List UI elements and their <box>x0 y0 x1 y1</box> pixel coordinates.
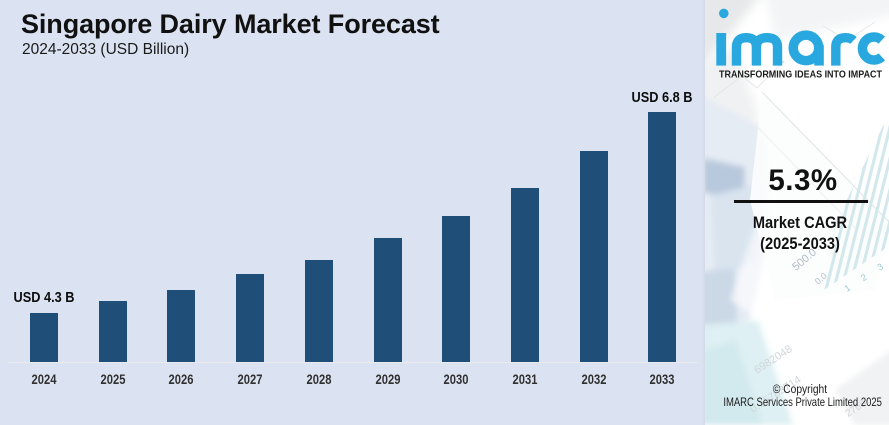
svg-text:TRANSFORMING IDEAS INTO IMPACT: TRANSFORMING IDEAS INTO IMPACT <box>719 69 882 81</box>
